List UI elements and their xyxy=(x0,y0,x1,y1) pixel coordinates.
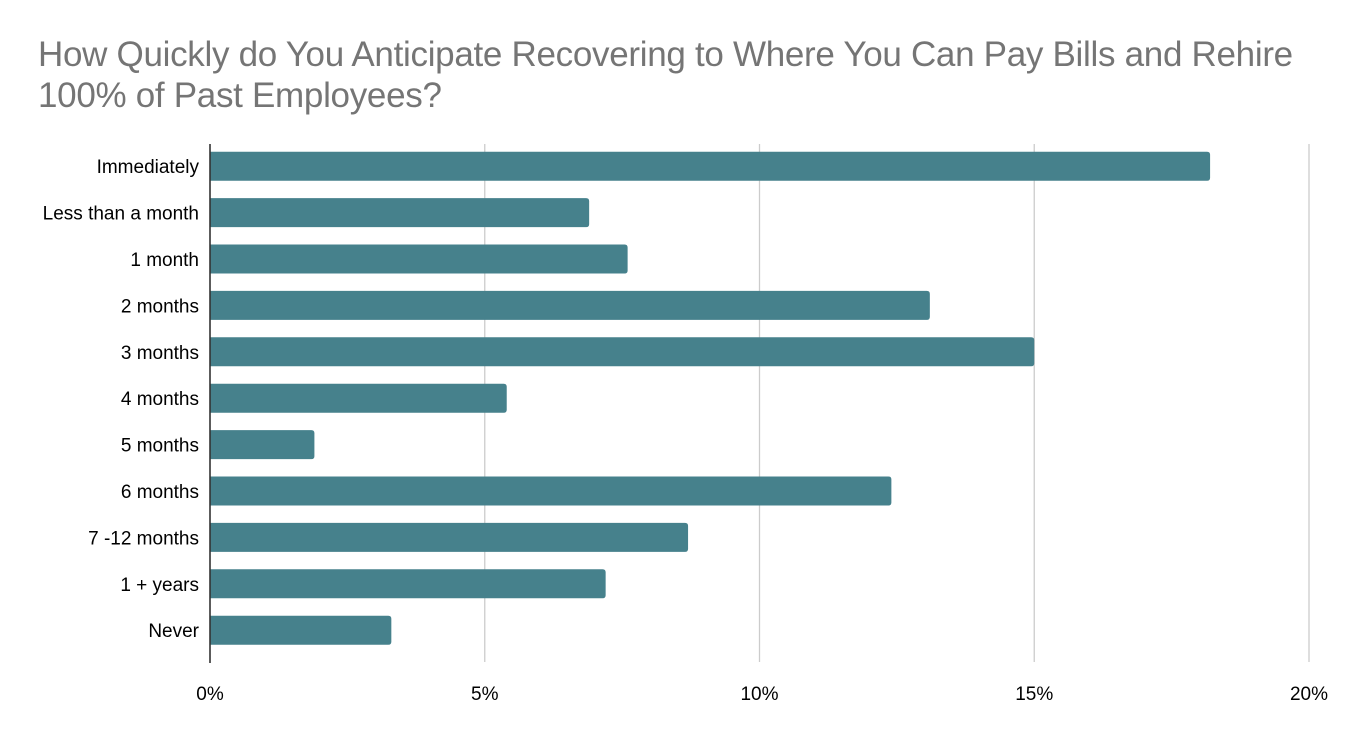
bars xyxy=(210,151,1211,645)
gridlines xyxy=(484,144,1310,662)
y-category-label: Less than a month xyxy=(43,204,199,225)
y-category-label: Immediately xyxy=(97,157,200,178)
x-tick-label: 10% xyxy=(740,684,778,705)
bar xyxy=(210,430,315,460)
bar xyxy=(210,522,689,552)
y-category-label: 4 months xyxy=(121,389,199,410)
bar xyxy=(210,615,392,645)
bar xyxy=(210,151,1211,181)
bar xyxy=(210,569,606,599)
bar xyxy=(210,244,628,274)
bar xyxy=(210,337,1035,367)
y-category-label: 7 -12 months xyxy=(88,528,199,549)
bar xyxy=(210,290,930,320)
y-category-label: 1 + years xyxy=(120,575,199,596)
bar xyxy=(210,383,507,413)
x-tick-label: 20% xyxy=(1290,684,1328,705)
x-tick-label: 5% xyxy=(471,684,499,705)
y-category-label: 3 months xyxy=(121,343,199,364)
bar xyxy=(210,476,892,506)
y-category-label: 2 months xyxy=(121,296,199,317)
y-category-label: 1 month xyxy=(130,250,199,271)
tick-labels: 0% 5% 10% 15% 20% Immediately Less than a mont… xyxy=(43,157,1328,705)
chart-title: How Quickly do You Anticipate Recovering… xyxy=(38,35,1293,115)
x-tick-label: 0% xyxy=(196,684,224,705)
y-category-label: Never xyxy=(148,621,199,642)
y-category-label: 5 months xyxy=(121,436,199,457)
x-tick-label: 15% xyxy=(1015,684,1053,705)
y-category-label: 6 months xyxy=(121,482,199,503)
bar xyxy=(210,198,590,228)
